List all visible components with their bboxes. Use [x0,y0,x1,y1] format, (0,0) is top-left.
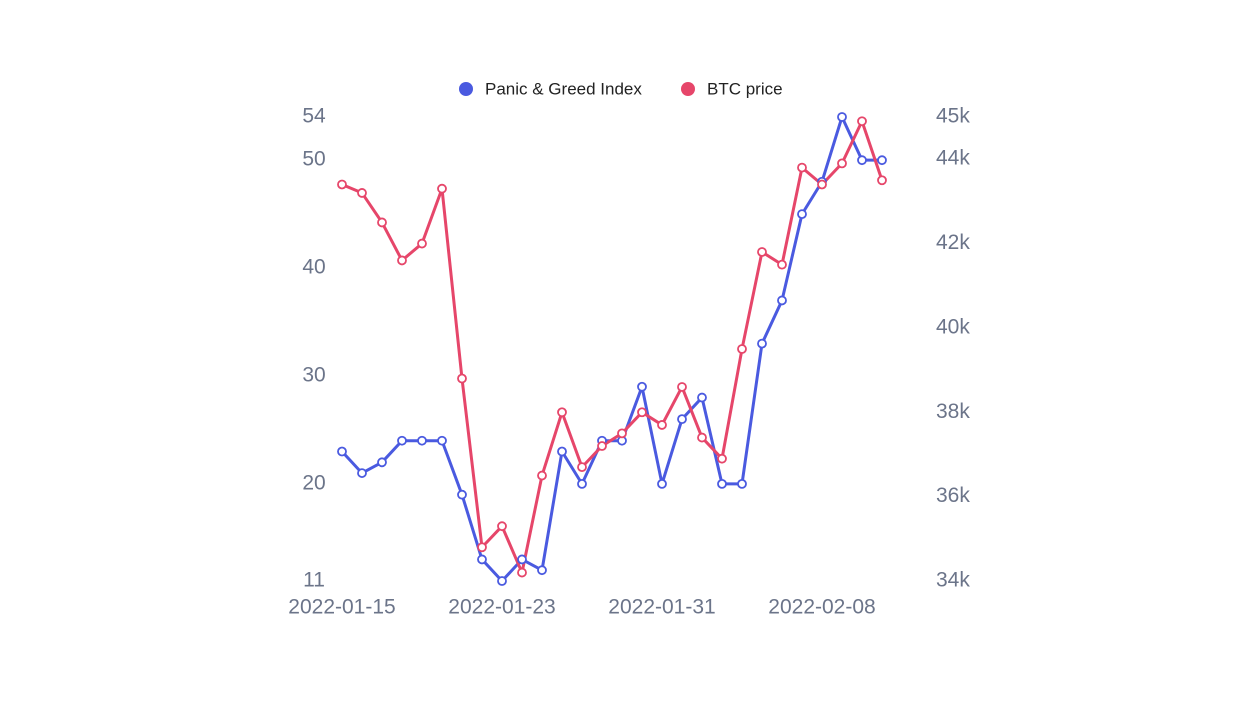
data-point [697,432,707,443]
data-point [377,457,387,468]
data-point [557,446,567,457]
data-point [637,381,647,392]
data-point [877,175,887,186]
data-point [677,414,687,425]
y2-tick-label: 45k [936,105,970,128]
legend-label: Panic & Greed Index [485,79,642,98]
data-point [837,158,847,169]
data-point [397,255,407,266]
data-point [817,179,827,190]
x-tick-label: 2022-01-31 [608,596,715,619]
y-tick-label: 54 [302,105,326,128]
data-point [417,435,427,446]
data-point [757,247,767,257]
x-tick-label: 2022-01-23 [448,596,555,619]
data-point [877,155,887,166]
data-point [437,435,447,446]
data-point [777,295,787,306]
y-tick-label: 50 [302,148,325,171]
data-point [777,259,787,270]
y2-tick-label: 44k [936,147,970,170]
data-point [437,183,447,194]
data-point [737,478,747,489]
data-point [677,382,687,392]
data-point [577,462,587,473]
y2-tick-label: 38k [936,400,970,423]
series-line [341,119,884,575]
legend-label: BTC price [707,79,783,98]
legend-marker [459,82,473,96]
data-point [857,155,867,166]
data-point [357,188,367,198]
series-line [340,115,882,583]
data-point [537,565,547,576]
data-point [597,441,607,451]
data-point [557,407,567,418]
y-tick-label: 40 [302,256,325,279]
y2-tick-label: 42k [936,231,970,254]
data-point [717,478,727,489]
y-tick-label: 30 [302,364,325,387]
data-point [577,478,587,489]
data-point [337,179,347,190]
legend-marker [681,82,695,96]
data-point [717,453,727,464]
x-tick-label: 2022-02-08 [768,596,875,619]
y-tick-label: 20 [302,471,325,494]
data-point [517,554,527,565]
data-point [537,470,547,481]
data-point [697,392,707,403]
data-point [417,238,427,249]
data-point [477,554,487,565]
data-point [637,407,647,418]
y2-tick-label: 34k [936,569,970,592]
data-point [457,489,467,500]
data-point [477,542,487,553]
data-point [657,420,667,430]
data-point [797,162,807,173]
data-point [517,567,527,578]
data-point [357,468,367,478]
y-tick-label: 11 [303,569,325,592]
data-point [337,446,347,457]
data-point [857,116,867,127]
data-point [657,478,667,489]
data-point [757,338,767,349]
data-point [497,521,507,532]
data-point [837,112,847,122]
data-point [497,576,507,586]
x-tick-label: 2022-01-15 [288,596,395,619]
data-point [397,435,407,446]
data-point [737,344,747,354]
data-point [457,373,467,384]
data-point [617,428,627,439]
data-point [377,217,387,228]
data-point [797,209,807,220]
y2-tick-label: 36k [936,484,970,507]
y2-tick-label: 40k [936,315,970,338]
